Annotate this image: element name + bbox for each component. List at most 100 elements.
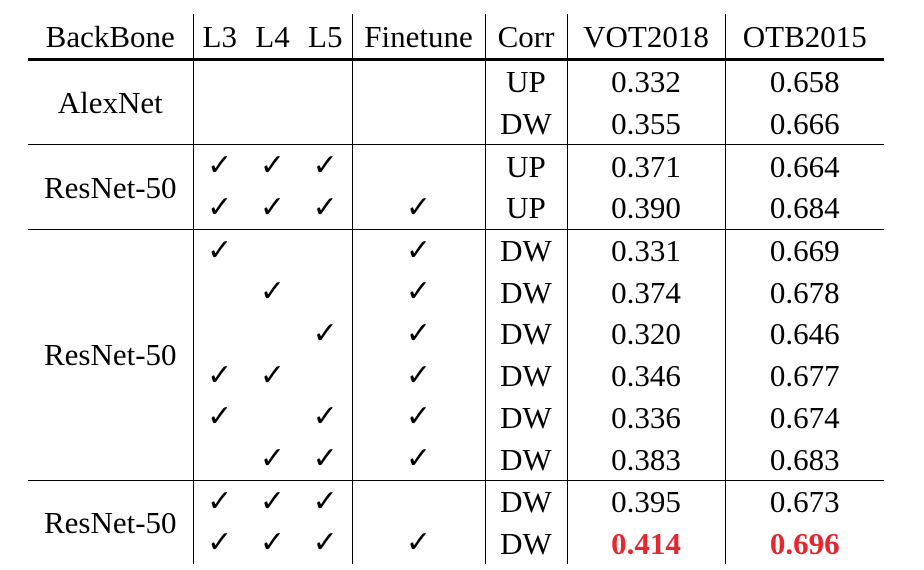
l5-cell: ✓ (299, 144, 353, 188)
l5-cell: ✓ (299, 438, 353, 481)
table-row: ResNet-50 ✓ ✓ DW 0.331 0.669 (28, 228, 884, 481)
vot-cell: 0.332 (567, 59, 726, 103)
vot-cell: 0.371 (567, 144, 726, 188)
l5-cell: ✓ (299, 479, 353, 523)
l4-cell (246, 397, 299, 439)
l3-cell (193, 103, 246, 145)
otb-cell: 0.673 (725, 479, 884, 523)
header-l3: L3 (202, 18, 237, 54)
l4-cell: ✓ (246, 479, 299, 523)
check-icon: ✓ (259, 189, 286, 225)
vot-cell: 0.383 (567, 438, 726, 481)
results-table: BackBone L3 L4 L5 Finetune Corr VOT2018 … (28, 14, 884, 565)
l3-cell (193, 271, 246, 313)
table-row: ✓ ✓ DW 0.374 0.678 (28, 271, 884, 314)
otb-cell: 0.646 (769, 316, 840, 352)
l4-cell (246, 60, 299, 103)
vot-cell: 0.346 (567, 354, 726, 397)
finetune-cell (352, 144, 486, 188)
l5-cell (299, 271, 353, 314)
check-icon: ✓ (207, 525, 233, 561)
finetune-cell: ✓ (352, 354, 486, 397)
table-row: ✓ ✓ ✓ DW 0.383 0.683 (28, 438, 884, 481)
check-icon: ✓ (405, 441, 432, 477)
corr-cell: UP (485, 59, 568, 103)
check-icon: ✓ (405, 315, 432, 351)
check-icon: ✓ (207, 148, 233, 184)
l3-cell (193, 313, 246, 355)
header-corr: Corr (485, 14, 568, 60)
table-row: ✓ ✓ DW 0.320 0.646 (28, 313, 884, 355)
l4-cell (246, 103, 299, 145)
table-row: ✓ ✓ ✓ DW 0.346 0.677 (28, 354, 884, 397)
check-icon: ✓ (312, 483, 338, 519)
l5-cell (299, 354, 353, 397)
l5-cell (299, 228, 353, 272)
vot-cell: 0.390 (567, 187, 726, 230)
backbone-cell: ResNet-50 (28, 479, 194, 565)
header-vot: VOT2018 (567, 14, 726, 60)
check-icon: ✓ (405, 189, 432, 225)
otb-cell: 0.664 (725, 144, 884, 188)
otb-cell: 0.683 (769, 441, 840, 477)
l3-cell (193, 438, 246, 480)
l3-cell: ✓ (193, 397, 246, 439)
corr-cell: DW (485, 228, 568, 272)
l5-cell: ✓ (299, 313, 353, 355)
header-l5: L5 (299, 14, 353, 60)
l3-cell: ✓ (193, 187, 246, 229)
vot-cell: 0.374 (567, 271, 726, 314)
table-row: AlexNet UP 0.332 0.658 (28, 59, 884, 145)
check-icon: ✓ (207, 357, 233, 393)
l5-cell: ✓ (299, 396, 353, 439)
table-row: ResNet-50 ✓ ✓ ✓ UP 0.371 0.664 (28, 144, 884, 230)
table-row: ✓ ✓ ✓ ✓ DW 0.414 0.696 (28, 522, 884, 565)
l4-cell (246, 228, 299, 272)
check-icon: ✓ (259, 441, 286, 477)
l4-cell: ✓ (246, 523, 299, 565)
l5-cell (299, 102, 353, 145)
l4-cell: ✓ (246, 438, 299, 480)
vot-cell: 0.336 (567, 396, 726, 439)
l3-cell: ✓ (193, 228, 246, 272)
table-row: ✓ ✓ ✓ ✓ UP 0.390 0.684 (28, 187, 884, 230)
corr-cell: DW (485, 102, 568, 145)
header-finetune: Finetune (352, 14, 486, 60)
check-icon: ✓ (312, 189, 338, 225)
corr-cell: DW (485, 522, 568, 565)
table-row: DW 0.355 0.666 (28, 102, 884, 145)
check-icon: ✓ (405, 274, 432, 310)
check-icon: ✓ (207, 399, 233, 435)
l4-cell: ✓ (246, 187, 299, 229)
check-icon: ✓ (259, 148, 286, 184)
check-icon: ✓ (207, 232, 233, 268)
l3-cell (193, 60, 246, 103)
otb-cell: 0.666 (769, 106, 840, 142)
table-row: ✓ ✓ ✓ DW 0.336 0.674 (28, 396, 884, 439)
l4-cell: ✓ (246, 144, 299, 188)
corr-cell: DW (485, 396, 568, 439)
check-icon: ✓ (259, 483, 286, 519)
vot-cell: 0.395 (567, 479, 726, 523)
check-icon: ✓ (259, 274, 286, 310)
finetune-cell (352, 479, 486, 523)
results-table-container: BackBone L3 L4 L5 Finetune Corr VOT2018 … (28, 14, 884, 565)
otb-cell: 0.658 (769, 64, 840, 100)
check-icon: ✓ (259, 525, 286, 561)
check-icon: ✓ (259, 357, 286, 393)
otb-cell: 0.674 (769, 399, 840, 435)
check-icon: ✓ (405, 525, 432, 561)
header-row: BackBone L3 L4 L5 Finetune Corr VOT2018 … (28, 14, 884, 60)
corr-cell: DW (485, 479, 568, 523)
finetune-cell (352, 102, 486, 145)
otb-cell: 0.678 (769, 274, 840, 310)
table-row: ResNet-50 ✓ ✓ ✓ DW 0.395 0.673 (28, 479, 884, 565)
check-icon: ✓ (405, 357, 432, 393)
otb-cell: 0.696 (769, 525, 840, 561)
l5-cell (299, 59, 353, 103)
corr-cell: DW (485, 271, 568, 314)
vot-cell: 0.414 (567, 522, 726, 565)
vot-cell: 0.331 (567, 228, 726, 272)
check-icon: ✓ (312, 148, 338, 184)
finetune-cell: ✓ (352, 313, 486, 355)
